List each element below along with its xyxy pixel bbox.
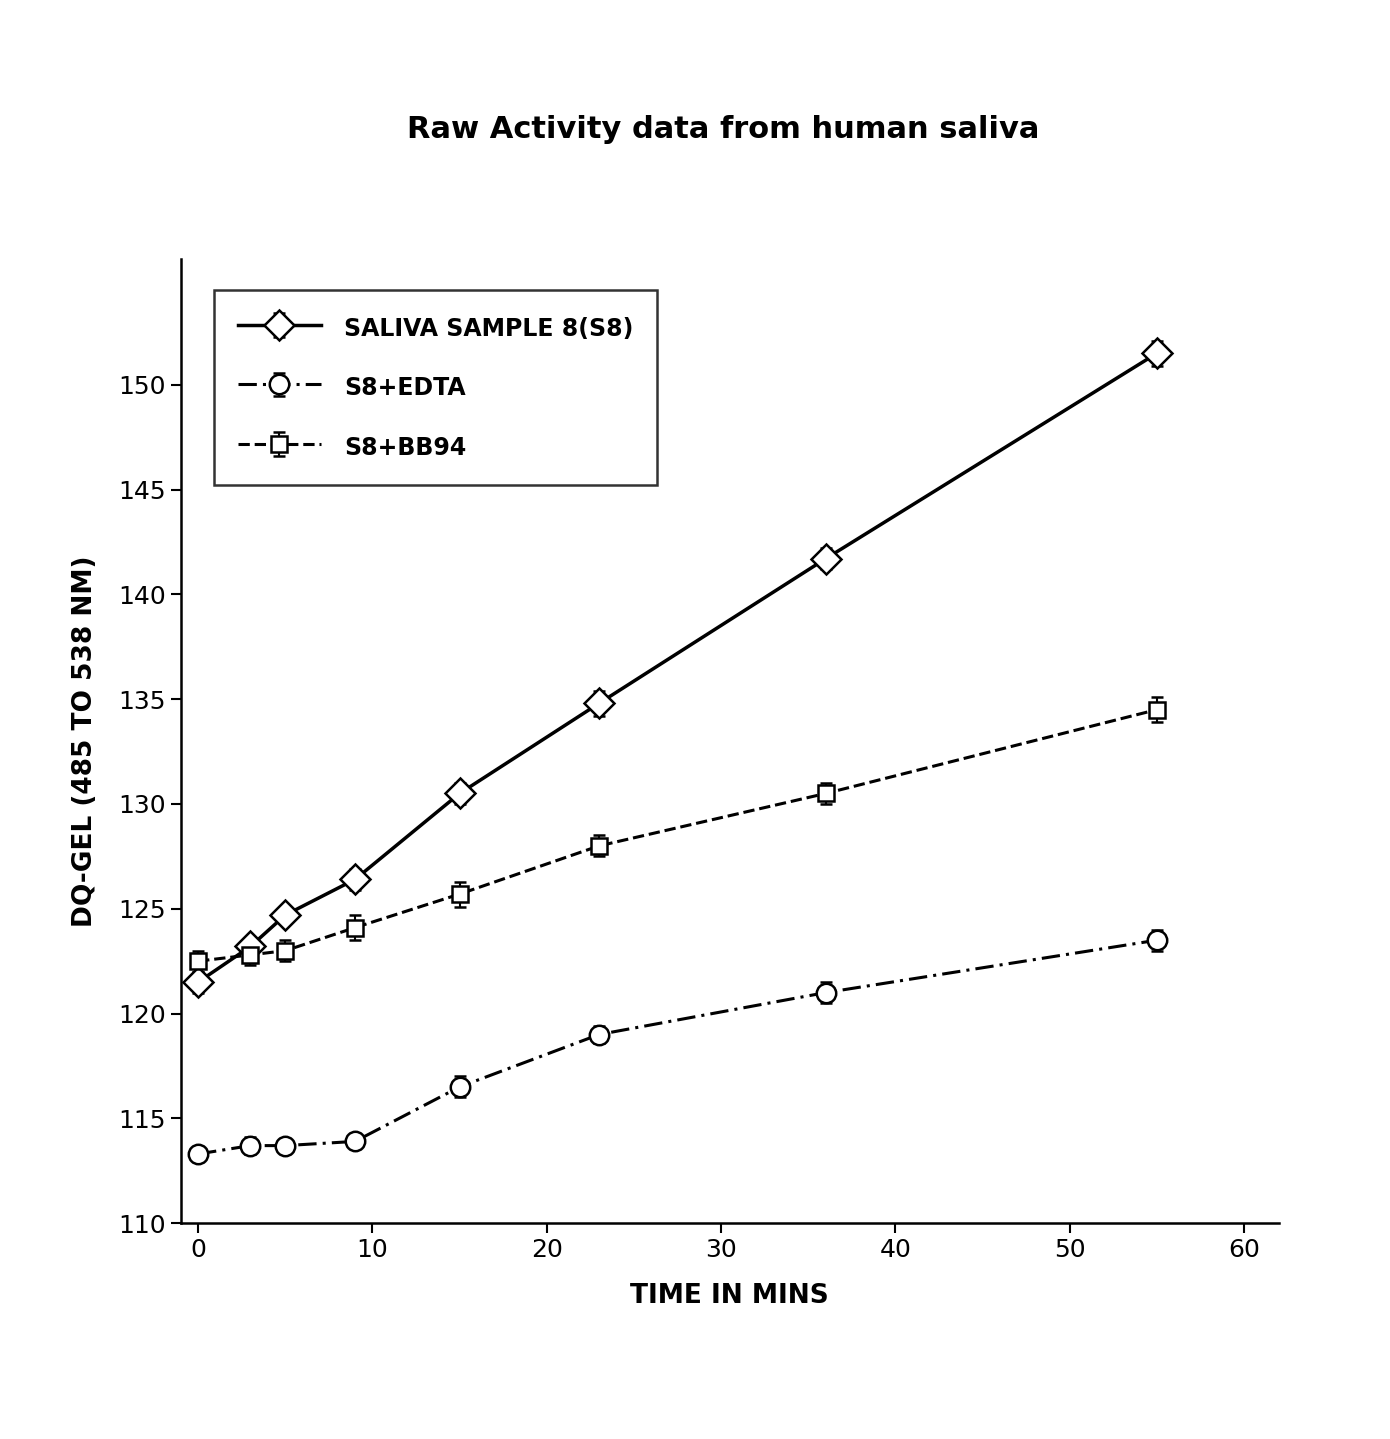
Y-axis label: DQ-GEL (485 TO 538 NM): DQ-GEL (485 TO 538 NM) <box>71 555 97 927</box>
Text: Raw Activity data from human saliva: Raw Activity data from human saliva <box>407 115 1038 144</box>
X-axis label: TIME IN MINS: TIME IN MINS <box>631 1282 828 1308</box>
Legend: SALIVA SAMPLE 8(S8), S8+EDTA, S8+BB94: SALIVA SAMPLE 8(S8), S8+EDTA, S8+BB94 <box>214 291 657 485</box>
